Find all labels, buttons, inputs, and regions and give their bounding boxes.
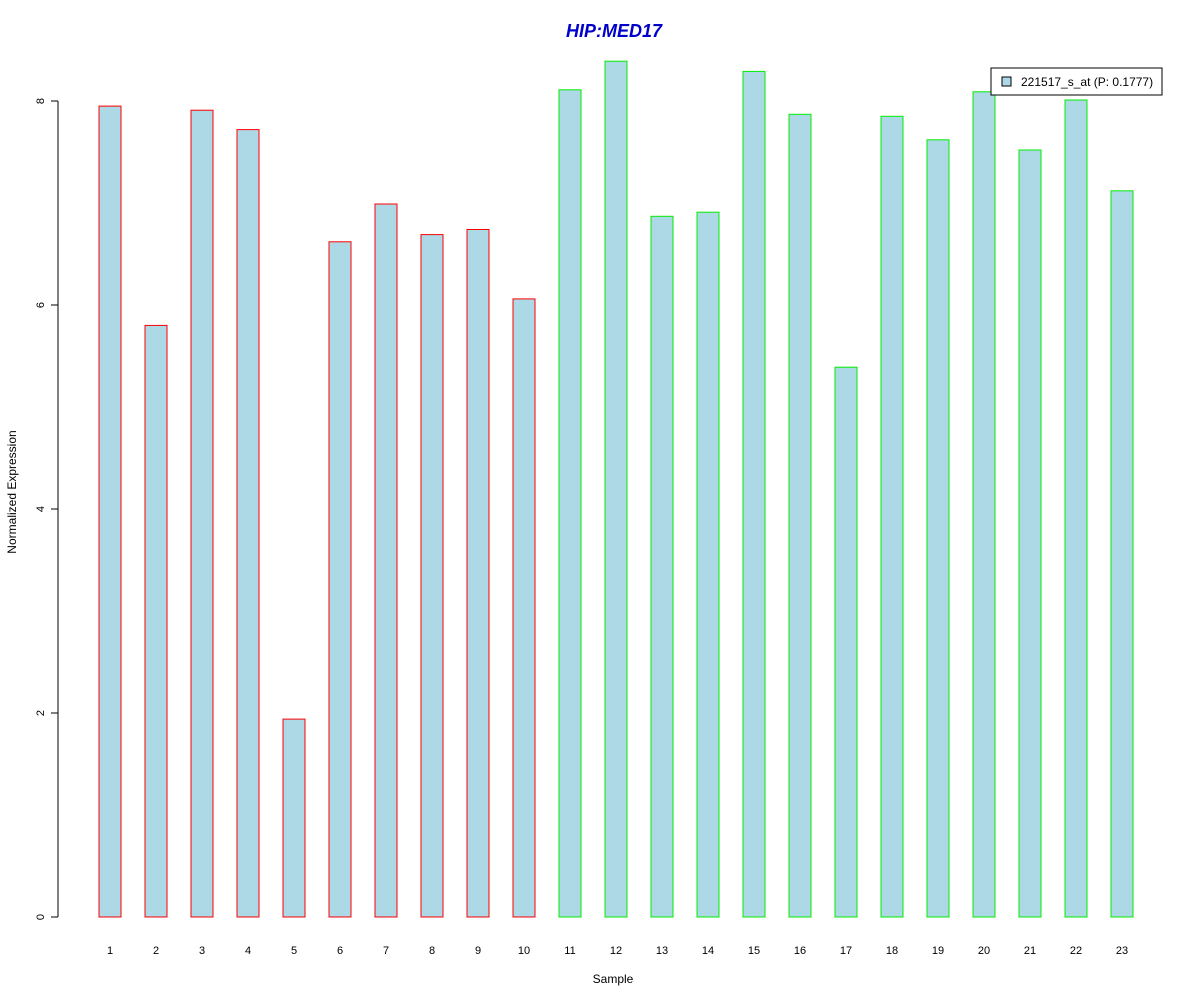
x-tick-label: 8 xyxy=(429,945,435,957)
x-tick-label: 14 xyxy=(702,945,714,957)
y-tick-label: 6 xyxy=(35,302,47,308)
bars-group xyxy=(98,60,1134,918)
x-tick-label: 2 xyxy=(153,945,159,957)
x-tick-label: 12 xyxy=(610,945,622,957)
bar-sample-22 xyxy=(1064,99,1088,918)
y-tick-label: 0 xyxy=(35,914,47,920)
x-tick-label: 18 xyxy=(886,945,898,957)
bar-sample-21 xyxy=(1018,149,1042,918)
y-tick-label: 2 xyxy=(35,710,47,716)
x-tick-label: 13 xyxy=(656,945,668,957)
x-tick-label: 9 xyxy=(475,945,481,957)
x-tick-label: 19 xyxy=(932,945,944,957)
x-tick-label: 17 xyxy=(840,945,852,957)
x-tick-label: 4 xyxy=(245,945,251,957)
legend-box xyxy=(990,67,1163,96)
bar-sample-3 xyxy=(190,109,214,918)
chart-title: HIP:MED17 xyxy=(566,21,663,41)
legend: 221517_s_at (P: 0.1777) xyxy=(990,67,1163,96)
x-axis-label: Sample xyxy=(593,972,634,986)
y-tick-label: 4 xyxy=(35,506,47,512)
x-tick-label: 21 xyxy=(1024,945,1036,957)
bar-sample-19 xyxy=(926,139,950,918)
x-tick-label: 7 xyxy=(383,945,389,957)
bar-sample-5 xyxy=(282,718,306,918)
bar-sample-2 xyxy=(144,324,168,918)
legend-entry: 221517_s_at (P: 0.1777) xyxy=(1021,75,1153,89)
x-tick-label: 1 xyxy=(107,945,113,957)
bar-sample-8 xyxy=(420,234,444,918)
x-tick-label: 5 xyxy=(291,945,297,957)
bar-sample-10 xyxy=(512,298,536,918)
x-tick-label: 23 xyxy=(1116,945,1128,957)
bar-sample-20 xyxy=(972,91,996,918)
x-tick-label: 15 xyxy=(748,945,760,957)
y-axis-label: Normalized Expression xyxy=(5,430,19,553)
bar-sample-9 xyxy=(466,229,490,918)
bar-sample-16 xyxy=(788,113,812,918)
y-axis: 0 2 4 6 8 xyxy=(35,98,59,920)
bar-sample-12 xyxy=(604,60,628,918)
bar-sample-1 xyxy=(98,105,122,918)
bar-sample-11 xyxy=(558,89,582,918)
bar-sample-15 xyxy=(742,70,766,918)
x-tick-label: 20 xyxy=(978,945,990,957)
bar-sample-6 xyxy=(328,241,352,918)
bar-sample-17 xyxy=(834,366,858,918)
x-tick-label: 10 xyxy=(518,945,530,957)
bar-sample-13 xyxy=(650,215,674,918)
bar-sample-4 xyxy=(236,129,260,918)
x-tick-labels: 1 2 3 4 5 6 7 8 9 10 11 12 13 14 15 16 17 18 19 20 21 22 23 xyxy=(107,945,1128,957)
bar-sample-7 xyxy=(374,203,398,918)
x-tick-label: 22 xyxy=(1070,945,1082,957)
bar-sample-14 xyxy=(696,211,720,918)
legend-swatch xyxy=(1001,76,1012,87)
y-tick-label: 8 xyxy=(35,98,47,104)
x-tick-label: 16 xyxy=(794,945,806,957)
bar-sample-23 xyxy=(1110,190,1134,918)
bar-sample-18 xyxy=(880,115,904,918)
x-tick-label: 11 xyxy=(564,945,575,957)
x-tick-label: 3 xyxy=(199,945,205,957)
x-tick-label: 6 xyxy=(337,945,343,957)
